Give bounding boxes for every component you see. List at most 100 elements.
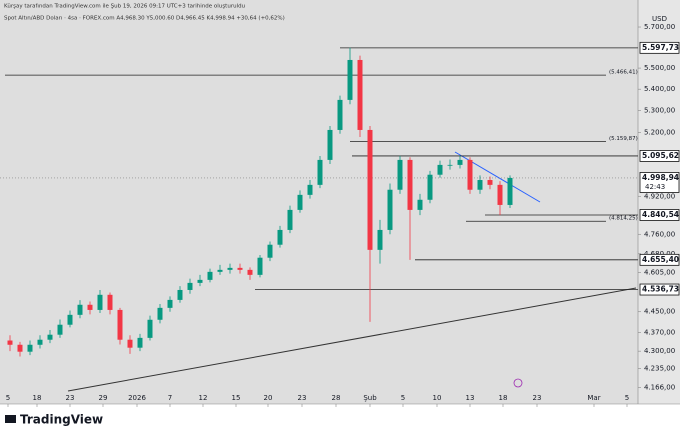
candle-body <box>487 180 493 185</box>
x-tick-label: Mar <box>587 394 600 402</box>
candle-body <box>497 184 503 205</box>
y-tick-label: 4.370,00 <box>644 329 675 337</box>
y-tick-label: 5.500,00 <box>644 64 675 72</box>
y-tick-label: 4.680,00 <box>644 250 675 258</box>
level-label: 4.840,54 <box>642 210 679 219</box>
x-tick-label: 28 <box>332 394 341 402</box>
x-tick-label: 5 <box>6 394 10 402</box>
candle-body <box>277 229 283 245</box>
y-tick-label: 4.235,00 <box>644 365 675 373</box>
x-tick-label: 15 <box>232 394 241 402</box>
y-tick-label: 5.200,00 <box>644 129 675 137</box>
price-axis <box>638 0 680 404</box>
x-tick-label: 5 <box>401 394 405 402</box>
level-label: 4.655,40 <box>642 255 679 264</box>
x-tick-label: 23 <box>66 394 75 402</box>
logo-mark <box>5 415 16 423</box>
currency: USD <box>652 15 667 23</box>
candle-body <box>437 164 443 175</box>
candle-body <box>147 319 153 338</box>
event-icon <box>513 378 523 388</box>
candle-body <box>287 209 293 230</box>
candle-body <box>257 257 263 275</box>
plot-background <box>0 0 638 404</box>
x-tick-label: 12 <box>199 394 208 402</box>
x-tick-label: 2026 <box>128 394 146 402</box>
candle-body <box>207 271 213 280</box>
price-box <box>639 209 680 221</box>
candle-body <box>337 99 343 130</box>
trend-line <box>67 287 637 392</box>
x-tick-label: 18 <box>499 394 508 402</box>
candle-body <box>127 339 133 348</box>
y-tick-label: 5.400,00 <box>644 85 675 93</box>
candle-body <box>157 307 163 320</box>
candle-body <box>407 159 413 210</box>
candle-body <box>417 199 423 210</box>
candle-body <box>327 129 333 160</box>
candle-body <box>57 324 63 335</box>
candle-body <box>177 289 183 300</box>
y-tick-label: 4.300,00 <box>644 347 675 355</box>
candle-body <box>457 159 463 165</box>
candle-body <box>477 180 483 190</box>
candle-body <box>507 177 513 205</box>
candle-body <box>187 282 193 290</box>
candle-body <box>87 304 93 310</box>
candle-body <box>467 159 473 190</box>
y-tick-label: 5.700,00 <box>644 23 675 31</box>
candle-body <box>347 59 353 100</box>
level-label: 5.095,62 <box>642 151 679 160</box>
symbol-info: Spot Altın/ABD Doları · 4sa · FOREX.com … <box>4 16 285 22</box>
candle-body <box>167 299 173 308</box>
x-tick-label: 23 <box>298 394 307 402</box>
x-tick-label: 20 <box>264 394 273 402</box>
candle-body <box>37 339 43 345</box>
price-box <box>639 41 680 54</box>
candle-body <box>447 164 453 166</box>
candle-body <box>397 159 403 190</box>
x-tick-label: 13 <box>466 394 475 402</box>
candle-body <box>197 279 203 283</box>
y-tick-label: 4.166,00 <box>644 384 675 392</box>
x-tick-label: 7 <box>168 394 172 402</box>
y-tick-label: 4.920,00 <box>644 192 675 200</box>
candle-body <box>237 267 243 270</box>
candle-body <box>47 334 53 340</box>
last-price-label: 4.998,94 <box>642 173 679 182</box>
candle-body <box>67 314 73 325</box>
countdown: 42:43 <box>645 183 665 191</box>
candle-body <box>317 159 323 185</box>
candle-body <box>77 304 83 315</box>
x-tick-label: 5 <box>625 394 629 402</box>
candle-body <box>227 267 233 270</box>
watermark: TradingView <box>20 413 103 427</box>
level-label: (5.466,41) <box>609 70 638 76</box>
price-box <box>639 172 680 193</box>
candle-body <box>427 174 433 200</box>
candle-body <box>367 129 373 250</box>
x-tick-label: 23 <box>533 394 542 402</box>
candle-body <box>357 59 363 130</box>
candle-body <box>267 244 273 258</box>
candle-body <box>107 294 113 310</box>
credit: Kürşay tarafından TradingView.com ile Şu… <box>4 4 245 10</box>
x-tick-label: 29 <box>99 394 108 402</box>
level-label: 4.536,73 <box>642 285 679 294</box>
candle-body <box>217 269 223 272</box>
candle-body <box>117 309 123 340</box>
x-tick-label: Şub <box>363 394 377 402</box>
candle-body <box>247 269 253 275</box>
y-tick-label: 4.760,00 <box>644 230 675 238</box>
logo: TradingView <box>5 413 103 427</box>
candle-body <box>17 344 23 352</box>
price-box <box>639 150 680 162</box>
y-tick-label: 4.605,00 <box>644 268 675 276</box>
level-label: 5.597,73 <box>642 43 679 52</box>
candle-body <box>137 337 143 348</box>
candle-body <box>7 340 13 345</box>
x-tick-label: 10 <box>433 394 442 402</box>
level-label: (5.159,87) <box>609 136 638 142</box>
y-tick-label: 4.450,00 <box>644 308 675 316</box>
